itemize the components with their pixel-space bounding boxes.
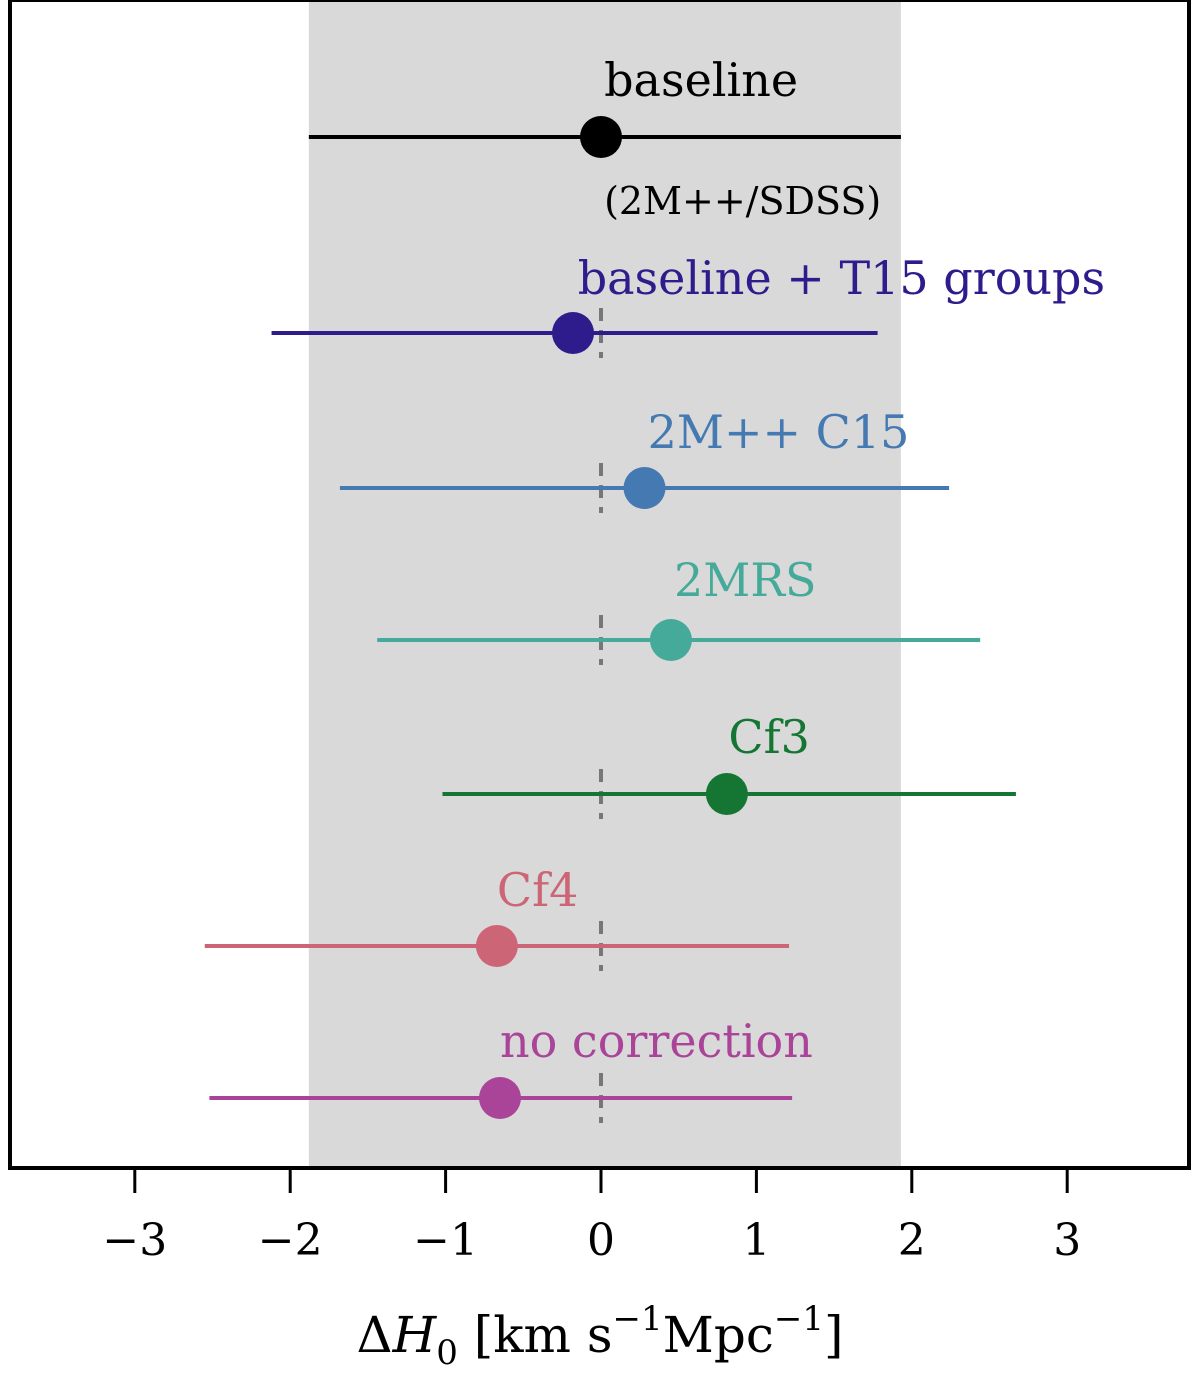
data-point — [649, 619, 692, 661]
series-label: 2M++ C15 — [648, 405, 910, 459]
data-point — [478, 1077, 521, 1119]
x-tick-label: 1 — [742, 1215, 770, 1266]
data-point — [580, 116, 622, 158]
reference-band — [308, 0, 901, 1168]
data-point — [475, 925, 518, 967]
x-tick-label: 3 — [1053, 1215, 1081, 1266]
x-axis: −3 −2 −1 0 1 2 3 — [102, 1168, 1081, 1266]
series-label: no correction — [500, 1014, 813, 1068]
data-point — [623, 467, 666, 509]
x-tick-label: 0 — [587, 1215, 615, 1266]
x-tick-label: −3 — [102, 1215, 167, 1266]
x-tick-label: −2 — [258, 1215, 323, 1266]
x-tick-label: −1 — [413, 1215, 478, 1266]
x-axis-label: ΔH0 [km s−1Mpc−1] — [356, 1299, 843, 1373]
x-tick-label: 2 — [898, 1215, 926, 1266]
series-label: Cf4 — [497, 863, 578, 917]
data-point — [552, 312, 595, 354]
series-label: baseline — [604, 53, 798, 107]
series-sublabel: (2M++/SDSS) — [604, 179, 881, 223]
series-label: 2MRS — [674, 553, 817, 607]
series-label: baseline + T15 groups — [578, 251, 1105, 305]
series-label: Cf3 — [728, 710, 810, 764]
data-point — [705, 773, 748, 815]
